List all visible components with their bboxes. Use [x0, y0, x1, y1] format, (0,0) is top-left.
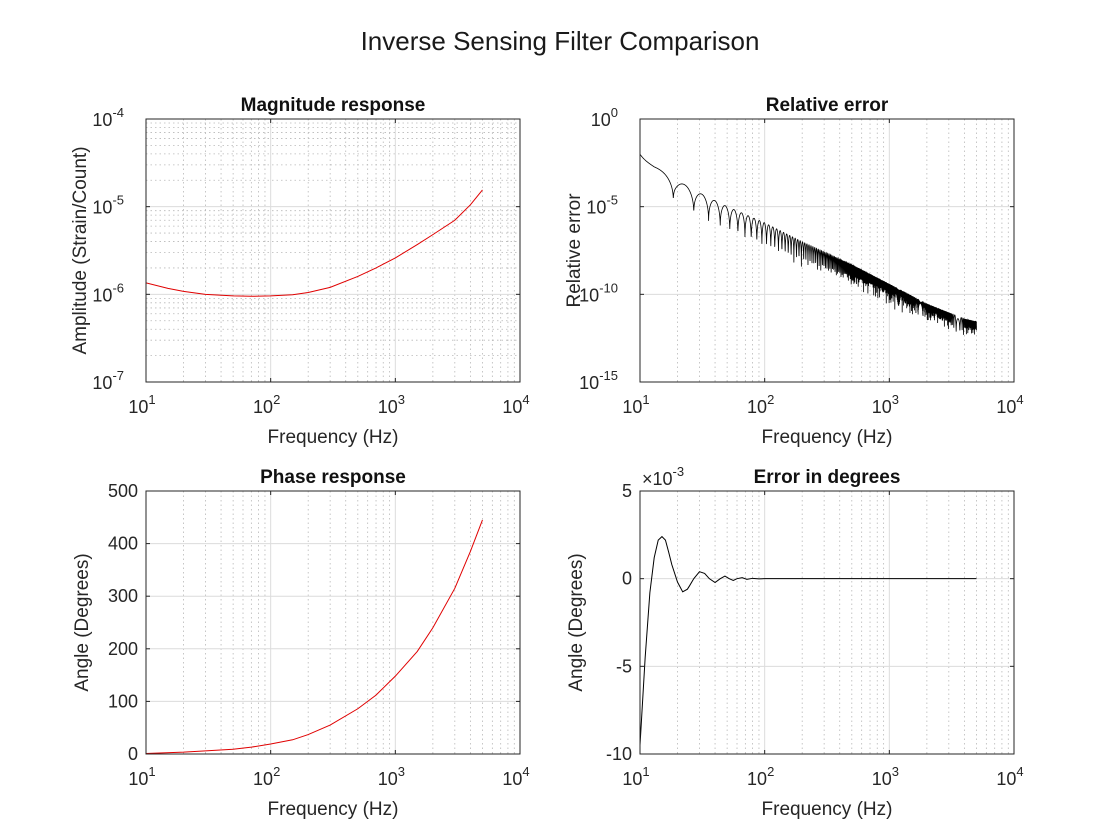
series-line	[146, 519, 483, 754]
y-tick-label: 0	[128, 744, 138, 764]
y-tick-label: 10-6	[92, 280, 124, 305]
y-axis-label: Amplitude (Strain/Count)	[70, 146, 91, 354]
y-tick-label: -5	[616, 656, 632, 676]
y-tick-label: 10-5	[586, 193, 618, 218]
y-axis-label: Angle (Degrees)	[72, 553, 93, 691]
plot-area	[146, 491, 520, 754]
ticks: 101 102 103 104 10-7 10-6 10-5 10-4	[92, 105, 529, 417]
x-tick-label: 102	[253, 392, 280, 417]
x-tick-label: 104	[502, 392, 529, 417]
y-axis-label: Angle (Degrees)	[566, 553, 587, 691]
x-axis-label: Frequency (Hz)	[762, 799, 893, 820]
data-series	[640, 535, 977, 746]
x-tick-label: 101	[128, 392, 155, 417]
x-tick-label: 101	[128, 764, 155, 789]
ticks: 101 102 103 104 0 100 200 300 400 500	[108, 481, 530, 789]
grid	[639, 490, 1015, 755]
x-tick-label: 101	[622, 764, 649, 789]
y-tick-label: 10-10	[579, 280, 618, 305]
x-tick-label: 102	[253, 764, 280, 789]
subplot-title: Relative error	[766, 95, 889, 116]
axes-box	[639, 118, 1015, 383]
subplot-title: Error in degrees	[754, 467, 901, 488]
y-tick-label: 0	[622, 569, 632, 589]
x-tick-label: 104	[502, 764, 529, 789]
y-tick-label: 100	[108, 691, 138, 711]
axes-box	[145, 490, 521, 755]
ticks: 101 102 103 104 -10 -5 0 5	[606, 481, 1024, 789]
y-tick-label: 500	[108, 481, 138, 501]
subplot-title: Magnitude response	[241, 95, 426, 116]
series-line	[640, 535, 977, 746]
figure-title: Inverse Sensing Filter Comparison	[360, 26, 760, 56]
y-tick-label: 10-15	[579, 368, 618, 393]
x-tick-label: 101	[622, 392, 649, 417]
x-tick-label: 103	[872, 764, 899, 789]
series-line	[146, 189, 483, 297]
x-axis-label: Frequency (Hz)	[268, 427, 399, 448]
y-tick-label: 5	[622, 481, 632, 501]
x-tick-label: 103	[378, 764, 405, 789]
plot-area	[640, 119, 1014, 382]
y-tick-label: 100	[591, 105, 618, 130]
y-tick-label: 400	[108, 534, 138, 554]
x-tick-label: 103	[872, 392, 899, 417]
plot-area	[640, 491, 1014, 754]
x-tick-label: 104	[996, 764, 1023, 789]
ticks: 101 102 103 104 10-15 10-10 10-5 100	[579, 105, 1023, 417]
y-tick-label: 10-4	[92, 105, 124, 130]
y-axis-label: Relative error	[564, 193, 585, 308]
axes-box	[639, 490, 1015, 755]
y-tick-label: 10-5	[92, 193, 124, 218]
data-series	[640, 153, 977, 335]
subplot-title: Phase response	[260, 467, 406, 488]
plot-area	[146, 119, 520, 382]
x-tick-label: 102	[747, 392, 774, 417]
data-series	[146, 189, 483, 297]
x-tick-label: 104	[996, 392, 1023, 417]
x-axis-label: Frequency (Hz)	[268, 799, 399, 820]
y-tick-label: -10	[606, 744, 632, 764]
x-tick-label: 102	[747, 764, 774, 789]
y-multiplier-label: ×10-3	[642, 464, 684, 489]
axes-box	[145, 118, 521, 383]
error-series-line	[640, 153, 977, 335]
x-tick-label: 103	[378, 392, 405, 417]
x-axis-label: Frequency (Hz)	[762, 427, 893, 448]
y-tick-label: 200	[108, 639, 138, 659]
data-series	[146, 519, 483, 754]
y-tick-label: 10-7	[92, 368, 124, 393]
y-tick-label: 300	[108, 586, 138, 606]
